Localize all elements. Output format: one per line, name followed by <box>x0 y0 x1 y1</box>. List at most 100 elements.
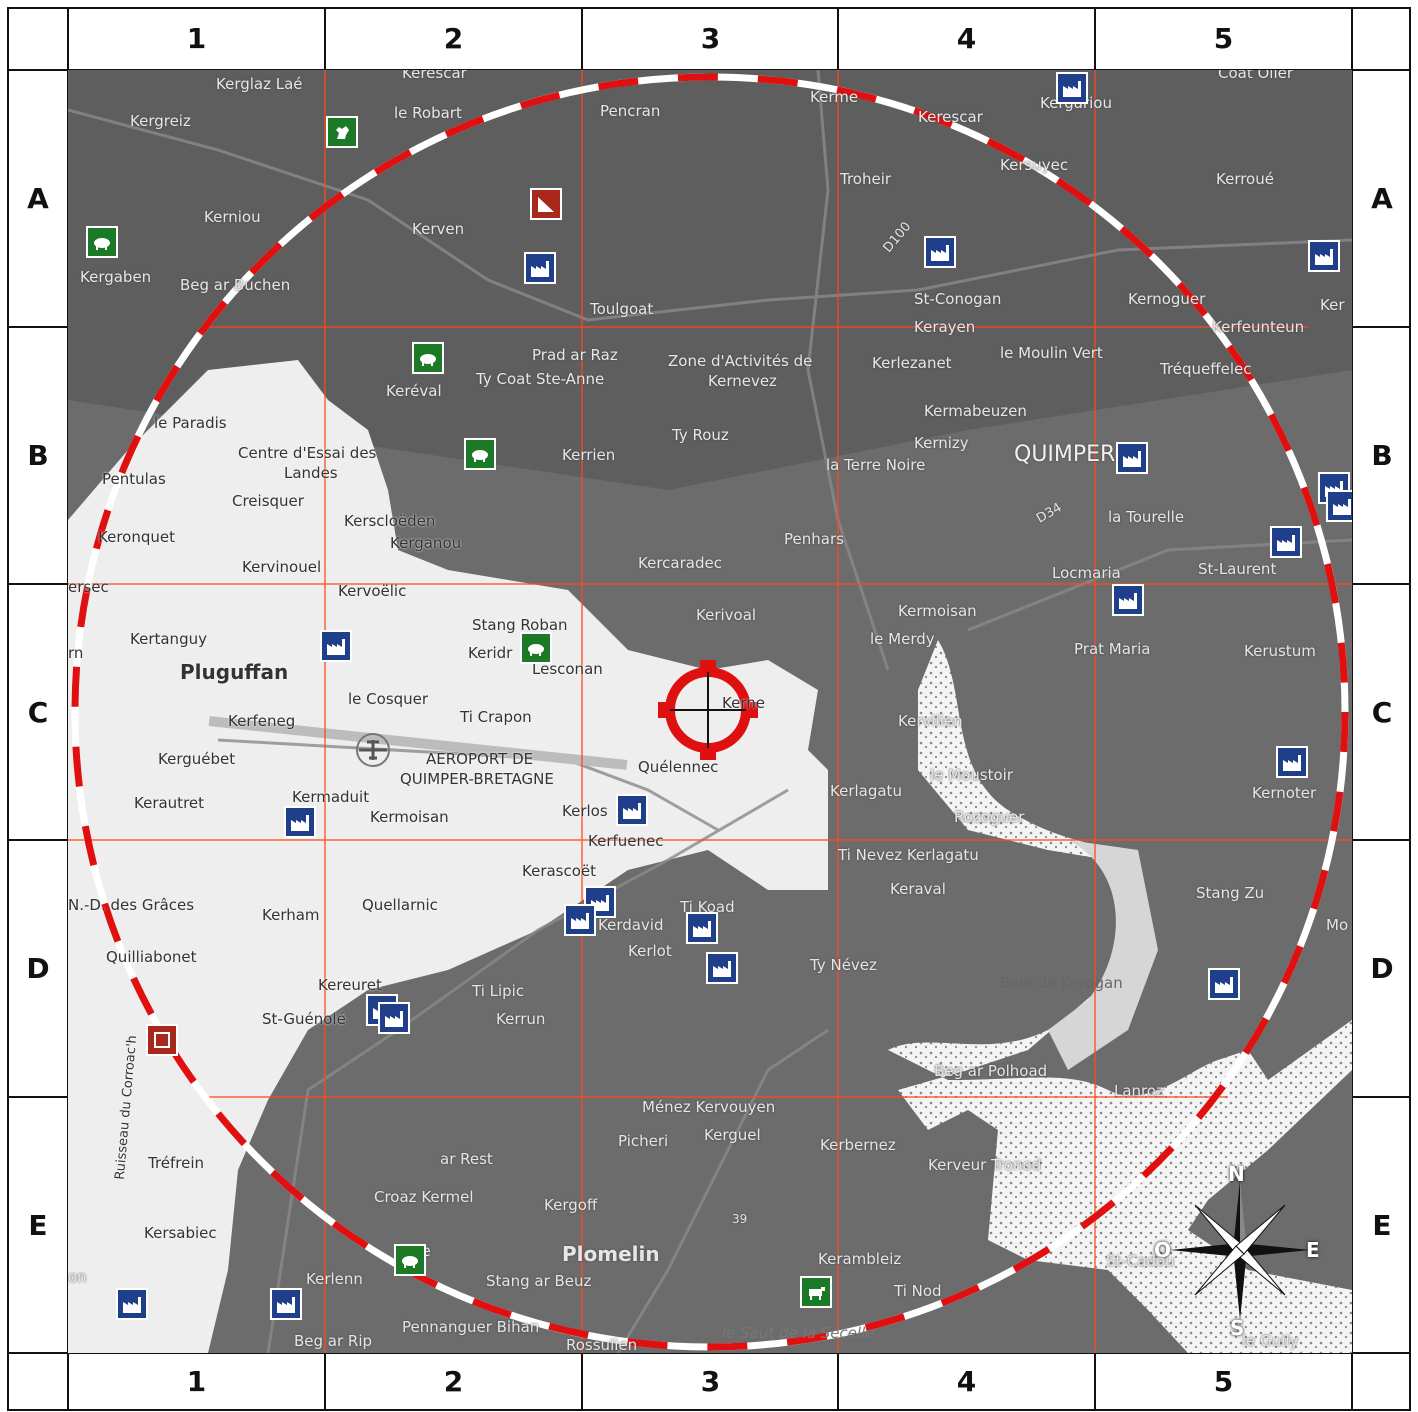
place-label: Tréfrein <box>148 1154 205 1172</box>
map-canvas[interactable]: N S E O Kerglaz Laé Kergreiz le Robart P… <box>68 70 1352 1353</box>
factory-icon[interactable] <box>1112 584 1144 616</box>
place-label: N.-D. des Grâces <box>68 896 195 914</box>
factory-icon[interactable] <box>116 1288 148 1320</box>
pig-icon[interactable] <box>394 1244 426 1276</box>
place-label: Lanroz <box>1114 1082 1164 1100</box>
place-label: Locmaria <box>1052 564 1121 582</box>
row-label-c: C <box>27 696 49 729</box>
landslide-icon[interactable] <box>530 188 562 220</box>
factory-icon[interactable] <box>524 252 556 284</box>
factory-icon[interactable] <box>378 1002 410 1034</box>
pig-icon[interactable] <box>86 226 118 258</box>
place-label: Stang Zu <box>1196 884 1265 902</box>
factory-icon[interactable] <box>706 952 738 984</box>
place-label: Ty Névez <box>810 956 877 974</box>
column-label-2-bottom: 2 <box>443 1365 464 1398</box>
place-label: Troheir <box>840 170 892 188</box>
compass-east-label: E <box>1306 1238 1320 1262</box>
factory-icon[interactable] <box>1116 442 1148 474</box>
place-label: ersec <box>68 578 109 596</box>
column-label-2: 2 <box>443 22 464 55</box>
place-label: Quilliabonet <box>106 948 197 966</box>
pig-icon[interactable] <box>520 632 552 664</box>
place-label: Ti Nod <box>894 1282 942 1300</box>
place-label: Kergreiz <box>130 112 191 130</box>
place-label: Pencran <box>600 102 661 120</box>
river-odet <box>888 640 1352 1353</box>
place-label: QUIMPER-BRETAGNE <box>400 770 554 788</box>
place-label: Kerroué <box>1216 170 1274 188</box>
place-label: Kerrun <box>496 1010 546 1028</box>
row-label-d: D <box>26 952 50 985</box>
chicken-icon[interactable] <box>326 116 358 148</box>
place-label: Pennanguer Bihan <box>402 1318 540 1336</box>
factory-icon[interactable] <box>1308 240 1340 272</box>
place-label: Kergaben <box>80 268 152 286</box>
column-label-1-bottom: 1 <box>186 1365 207 1398</box>
place-label: Kerrien <box>562 446 616 464</box>
place-label: Keraval <box>890 880 946 898</box>
place-label: Toulgoat <box>590 300 654 318</box>
place-label: Kernevez <box>708 372 777 390</box>
column-label-4-bottom: 4 <box>956 1365 977 1398</box>
place-label: Kerlezanet <box>872 354 952 372</box>
factory-icon[interactable] <box>1326 490 1352 522</box>
place-label: Kervoëlic <box>338 582 407 600</box>
place-label: QUIMPER <box>1014 442 1116 467</box>
factory-icon[interactable] <box>320 630 352 662</box>
place-label: Mo <box>1326 916 1349 934</box>
factory-icon[interactable] <box>1270 526 1302 558</box>
factory-icon[interactable] <box>1276 746 1308 778</box>
factory-icon[interactable] <box>1056 72 1088 104</box>
place-label: la Terre Noire <box>826 456 926 474</box>
factory-icon[interactable] <box>1208 968 1240 1000</box>
place-label: Beg ar Polhoad <box>934 1062 1048 1080</box>
factory-icon[interactable] <box>284 806 316 838</box>
place-label: Kernoter <box>1252 784 1317 802</box>
place-label: Ti Crapon <box>460 708 532 726</box>
place-label: Ker <box>1320 296 1345 314</box>
cow-icon[interactable] <box>800 1276 832 1308</box>
place-label: Kerne <box>722 694 765 712</box>
compass-rose-icon <box>1170 1180 1310 1320</box>
factory-icon[interactable] <box>924 236 956 268</box>
place-label: Kerdavid <box>598 916 664 934</box>
place-label: Plomelin <box>562 1242 660 1266</box>
column-label-1: 1 <box>186 22 207 55</box>
place-label: Kerguel <box>704 1126 761 1144</box>
place-label: Centre d'Essai des <box>238 444 377 462</box>
factory-icon[interactable] <box>270 1288 302 1320</box>
place-label: le Moustoir <box>930 766 1013 784</box>
column-label-5: 5 <box>1213 22 1234 55</box>
place-label: Kerayen <box>914 318 976 336</box>
hazard-square-icon[interactable] <box>146 1024 178 1056</box>
factory-icon[interactable] <box>564 904 596 936</box>
radius-circle-dashes <box>71 73 1349 1351</box>
pig-icon[interactable] <box>412 342 444 374</box>
row-label-c-right: C <box>1371 696 1393 729</box>
place-label: Kerganou <box>390 534 462 552</box>
lowland-area <box>68 360 828 1353</box>
place-label: le Merdy <box>870 630 935 648</box>
place-label: Landes <box>284 464 338 482</box>
place-label: Kermaduit <box>292 788 370 806</box>
place-label: Beg ar Buchen <box>180 276 291 294</box>
place-label: Kerautret <box>134 794 205 812</box>
place-label: Kerscloëden <box>344 512 436 530</box>
place-label: Kerham <box>262 906 320 924</box>
factory-icon[interactable] <box>616 794 648 826</box>
crosshair-target-icon[interactable] <box>658 660 758 760</box>
place-label: Beg ar Rip <box>294 1332 373 1350</box>
place-label: Tréqueffelec <box>1160 360 1252 378</box>
place-label: Kerascoët <box>522 862 597 880</box>
place-label: Kermabeuzen <box>924 402 1027 420</box>
place-label: Pluguffan <box>180 660 289 684</box>
place-label: Kerveur Tronod <box>928 1156 1042 1174</box>
place-label: Kerfeunteun <box>1212 318 1305 336</box>
place-label: Keréval <box>386 382 442 400</box>
pig-icon[interactable] <box>464 438 496 470</box>
place-label: Kerlenn <box>306 1270 363 1288</box>
place-label: le Guily <box>1242 1332 1299 1350</box>
place-label: St-Laurent <box>1198 560 1277 578</box>
factory-icon[interactable] <box>686 912 718 944</box>
